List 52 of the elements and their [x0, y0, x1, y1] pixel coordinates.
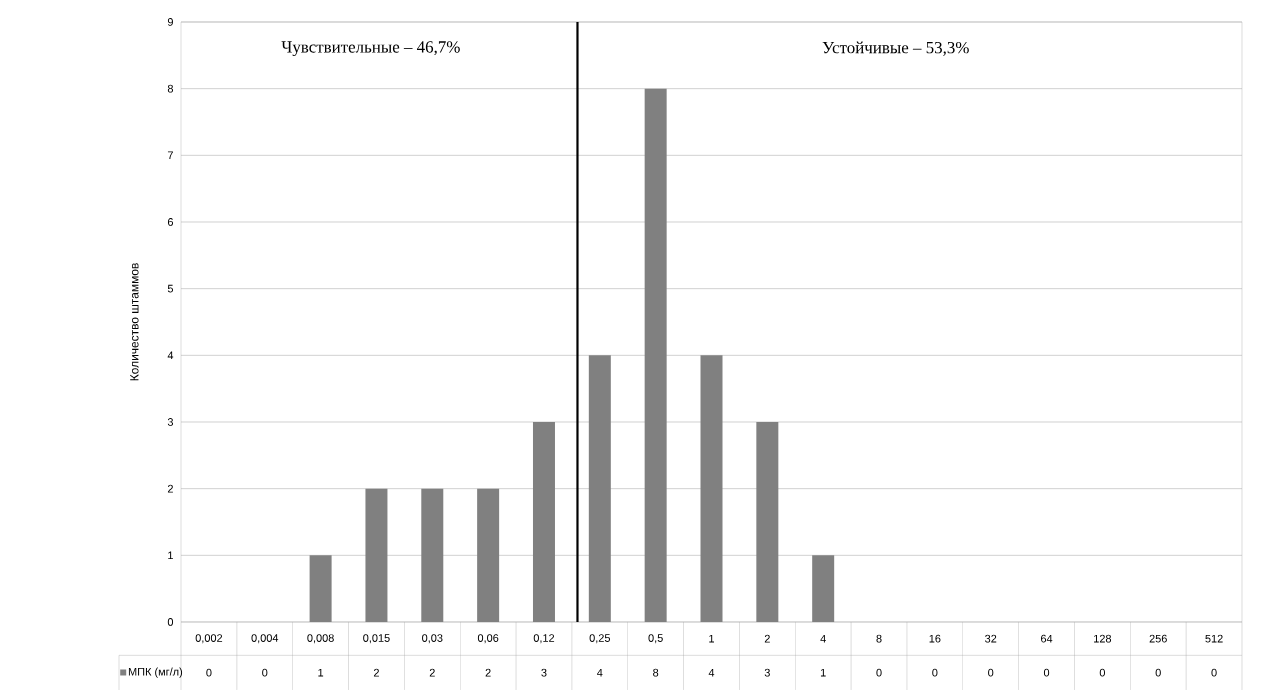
y-tick-label: 9	[167, 18, 173, 26]
x-tick-label: 0,06	[477, 634, 499, 644]
y-tick-label: 2	[167, 484, 173, 493]
y-tick-label: 7	[167, 151, 173, 160]
data-label: 1	[820, 668, 826, 677]
data-label: 0	[932, 668, 938, 677]
data-label: 0	[206, 668, 212, 677]
data-label: 2	[373, 668, 379, 677]
legend-label: МПК (мг/л)	[128, 667, 183, 678]
x-tick-label: 0,004	[251, 634, 279, 644]
x-tick-label: 64	[1041, 634, 1053, 643]
data-label: 1	[318, 668, 324, 677]
x-tick-label: 0,008	[307, 634, 334, 644]
y-tick-label: 3	[167, 418, 174, 426]
data-label: 4	[708, 668, 715, 677]
x-tick-label: 16	[929, 634, 941, 643]
x-tick-label: 0,03	[422, 634, 443, 644]
x-tick-label: 32	[985, 634, 997, 643]
data-label: 8	[653, 668, 659, 677]
x-tick-label: 0,002	[195, 634, 223, 644]
x-tick-label: 2	[764, 634, 770, 643]
data-label: 0	[1211, 668, 1217, 677]
x-tick-label: 1	[709, 634, 715, 643]
y-tick-label: 6	[167, 218, 174, 226]
y-axis-title: Количество штаммов	[130, 263, 139, 381]
x-tick-label: 0,015	[363, 634, 390, 644]
x-tick-label: 256	[1149, 634, 1167, 643]
x-tick-label: 0,5	[648, 634, 663, 644]
x-tick-label: 4	[820, 634, 826, 643]
annotation: Устойчивые – 53,3%	[822, 41, 969, 56]
x-tick-label: 8	[876, 634, 882, 643]
x-tick-label: 128	[1094, 634, 1112, 643]
data-label: 3	[764, 668, 770, 677]
annotation: Чувствительные – 46,7%	[281, 41, 460, 57]
x-tick-label: 512	[1205, 634, 1223, 643]
y-tick-label: 1	[168, 551, 173, 560]
data-label: 0	[1043, 668, 1050, 677]
data-label: 2	[485, 668, 491, 677]
x-tick-label: 0,25	[589, 634, 611, 644]
data-label: 0	[876, 668, 882, 677]
data-label: 0	[1155, 668, 1161, 677]
data-label: 0	[262, 668, 268, 677]
data-label: 0	[988, 668, 994, 677]
data-label: 2	[429, 668, 435, 677]
y-tick-label: 0	[167, 618, 174, 626]
x-tick-label: 0,12	[533, 634, 555, 644]
y-tick-label: 4	[167, 351, 174, 360]
y-tick-label: 5	[167, 284, 174, 293]
y-tick-label: 8	[167, 84, 174, 93]
data-label: 0	[1099, 668, 1105, 677]
data-label: 3	[541, 668, 547, 677]
data-label: 4	[597, 668, 603, 677]
